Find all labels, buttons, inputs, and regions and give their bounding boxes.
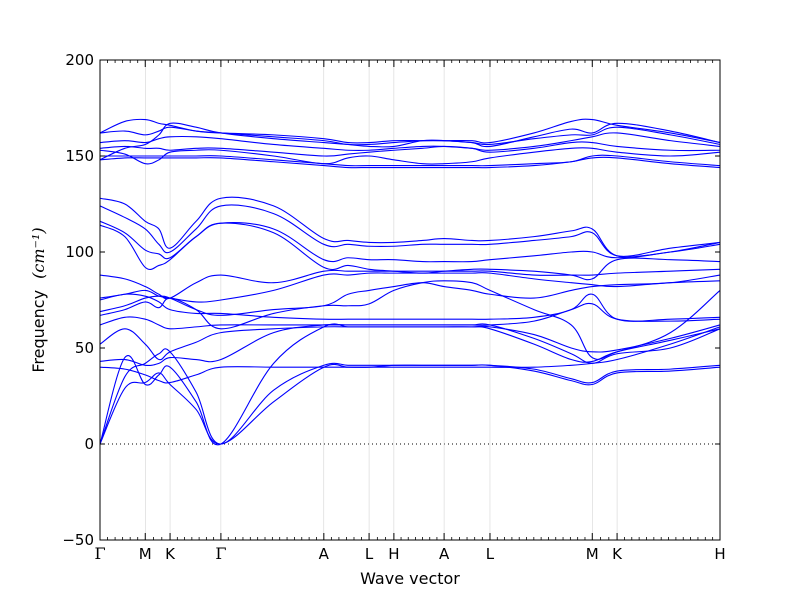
y-axis-label: Frequency (cm⁻¹) <box>29 227 48 372</box>
band-line-24 <box>99 122 721 161</box>
x-tick-label-6: H <box>388 545 399 563</box>
band-line-7 <box>99 302 721 330</box>
x-axis-label: Wave vector <box>360 569 460 588</box>
band-line-16 <box>99 196 721 258</box>
y-axis-ticks: −50 0 50 100 150 200 <box>62 51 720 549</box>
band-series <box>99 118 721 446</box>
band-line-4 <box>99 326 721 384</box>
x-tick-label-5: L <box>365 545 374 563</box>
x-tick-label-2: K <box>165 545 176 563</box>
high-symmetry-lines <box>145 60 618 540</box>
y-tick-label-0: −50 <box>62 531 94 549</box>
y-tick-label-1: 0 <box>84 435 94 453</box>
band-line-8 <box>99 280 721 360</box>
x-tick-label-10: K <box>612 545 623 563</box>
band-line-17 <box>99 156 721 169</box>
plot-frame <box>99 59 721 541</box>
band-line-9 <box>99 274 721 316</box>
band-line-14 <box>99 220 721 263</box>
y-tick-label-4: 150 <box>65 147 94 165</box>
x-tick-label-7: A <box>439 545 450 563</box>
band-line-13 <box>99 222 721 281</box>
band-line-12 <box>99 268 721 300</box>
band-line-2 <box>99 348 721 445</box>
y-tick-label-5: 200 <box>65 51 94 69</box>
band-line-19 <box>99 147 721 165</box>
y-tick-label-3: 100 <box>65 243 94 261</box>
x-tick-label-1: M <box>139 545 152 563</box>
band-line-6 <box>99 324 721 361</box>
y-axis-label-unit: (cm⁻¹) <box>29 227 48 278</box>
x-tick-label-11: H <box>714 545 725 563</box>
band-line-23 <box>99 118 721 144</box>
band-line-20 <box>99 141 721 157</box>
plot-frame-rect <box>99 59 721 541</box>
y-tick-label-2: 50 <box>75 339 94 357</box>
band-line-15 <box>99 204 721 257</box>
x-tick-label-3: Γ <box>215 544 226 563</box>
x-tick-label-8: L <box>486 545 495 563</box>
x-tick-label-0: Γ <box>94 544 105 563</box>
band-line-21 <box>99 132 721 152</box>
band-line-10 <box>99 293 721 322</box>
x-tick-label-4: A <box>319 545 330 563</box>
x-tick-label-9: M <box>586 545 599 563</box>
band-line-1 <box>99 363 721 445</box>
y-axis-label-text: Frequency <box>29 290 48 373</box>
